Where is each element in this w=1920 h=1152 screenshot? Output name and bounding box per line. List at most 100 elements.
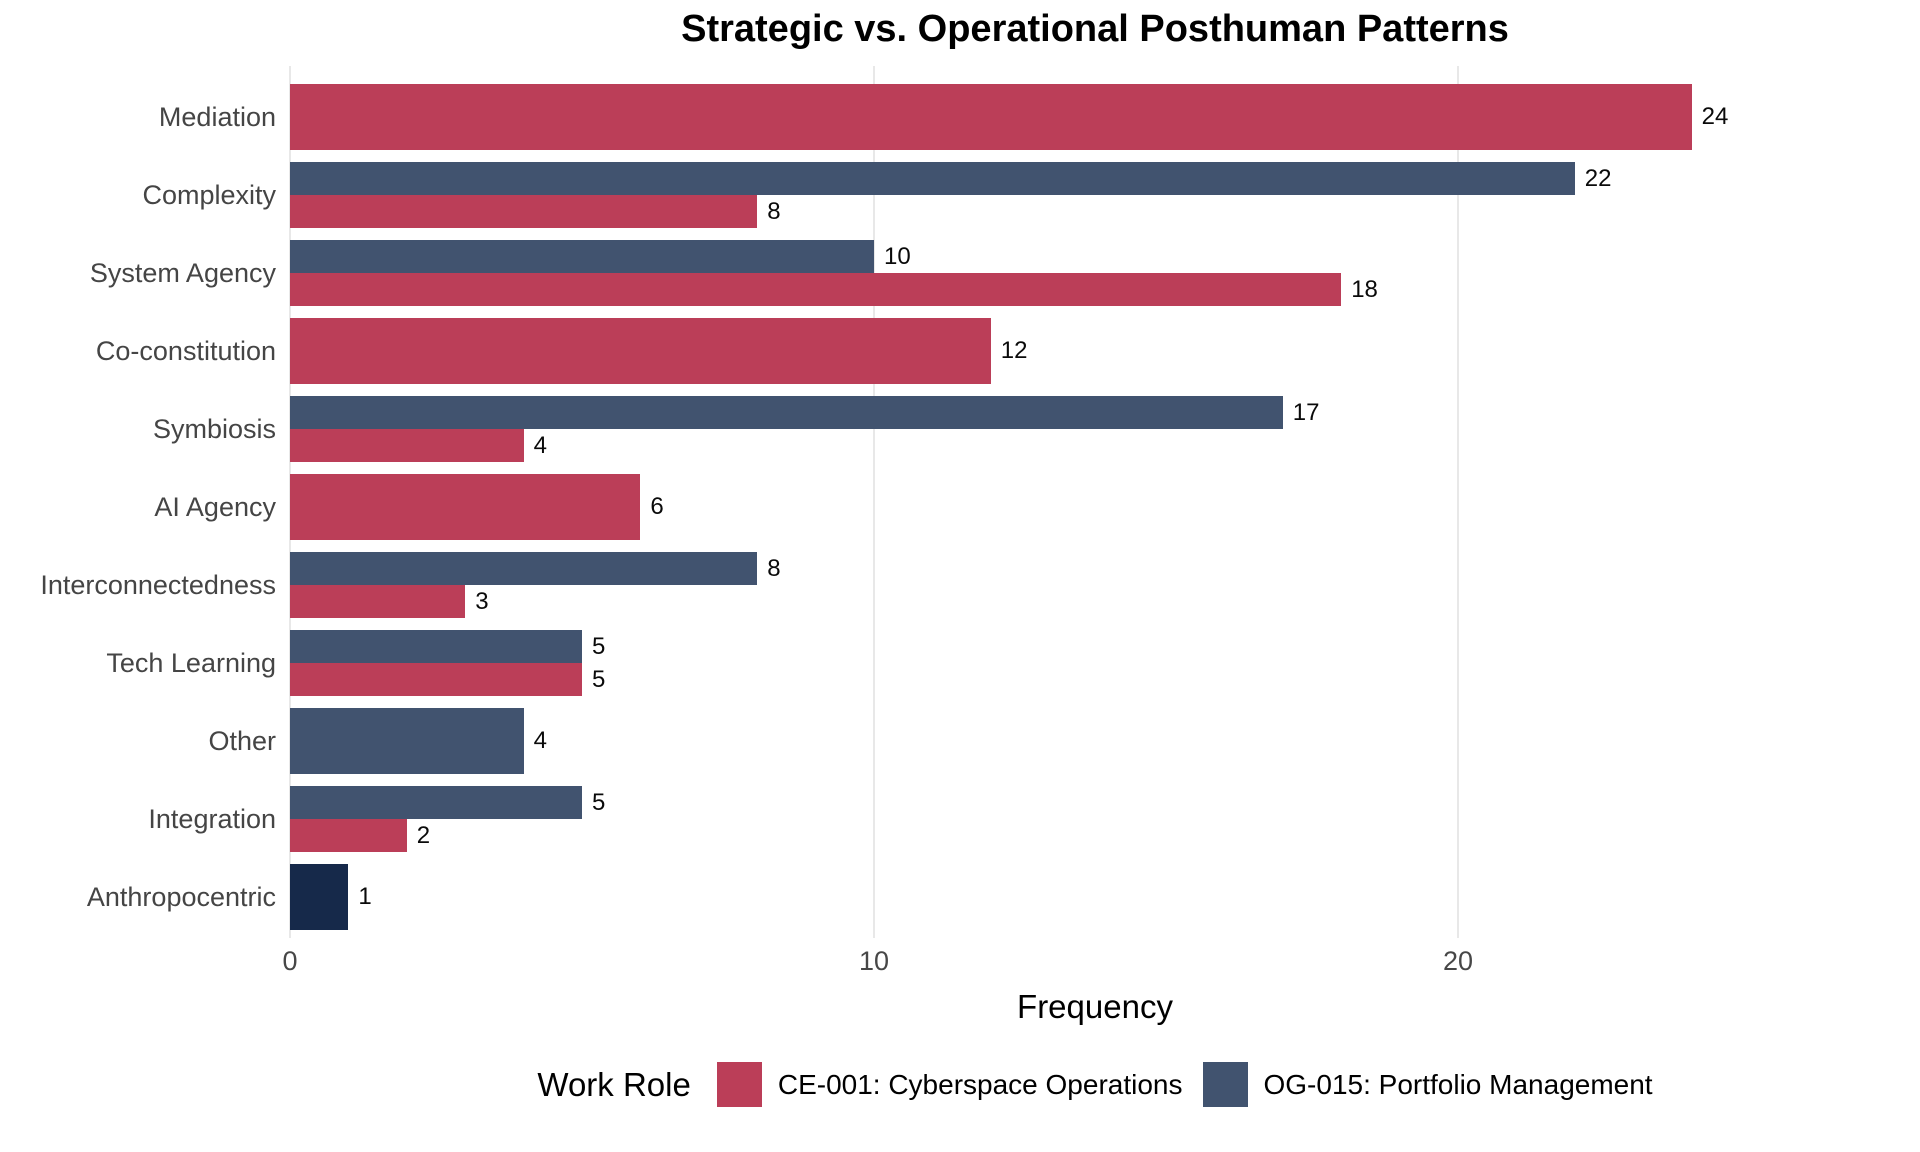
bar-group: 4 [290, 708, 1920, 774]
bar [290, 396, 1283, 429]
category-row: Other 4 [0, 702, 1920, 780]
value-label: 2 [416, 821, 431, 849]
bar [290, 318, 991, 384]
bar [290, 84, 1692, 150]
bar-group: 6 [290, 474, 1920, 540]
value-label: 12 [1000, 337, 1028, 364]
legend-swatch [1202, 1062, 1248, 1107]
gridline [1457, 66, 1459, 938]
value-label: 5 [592, 632, 606, 660]
bar [290, 429, 524, 462]
value-label: 24 [1701, 103, 1729, 130]
bar [290, 195, 758, 228]
bar-line: 17 [290, 396, 1920, 429]
category-label: System Agency [89, 257, 276, 288]
category-label: Co-constitution [95, 335, 276, 366]
bar-line: 24 [290, 84, 1920, 150]
x-axis-title: Frequency [1017, 988, 1173, 1025]
category-label: Interconnectedness [40, 569, 276, 600]
x-tick-label: 10 [858, 946, 890, 976]
bar-line: 12 [290, 318, 1920, 384]
bar [290, 786, 582, 819]
bar-line: 1 [290, 864, 1920, 930]
value-label: 1 [358, 883, 372, 910]
gridline [873, 66, 875, 938]
bar-group: 1 [290, 864, 1920, 930]
plot-rows: Mediation 24 Complexity 22 8 System Agency 10 1… [0, 78, 1920, 936]
category-row: Integration 5 2 [0, 780, 1920, 858]
bar-line: 5 [290, 663, 1920, 696]
legend-label: CE-001: Cyberspace Operations [777, 1068, 1183, 1100]
value-label: 5 [592, 788, 606, 816]
category-label: Mediation [158, 101, 276, 132]
bar [290, 630, 582, 663]
bar [290, 864, 349, 930]
bar-group: 17 4 [290, 396, 1920, 462]
category-label: Other [208, 725, 276, 756]
bar-line: 10 [290, 240, 1920, 273]
bar-line: 5 [290, 630, 1920, 663]
bar [290, 273, 1342, 306]
category-row: Anthropocentric 1 [0, 858, 1920, 936]
legend-title: Work Role [537, 1065, 691, 1103]
bar-group: 12 [290, 318, 1920, 384]
value-label: 10 [884, 242, 911, 270]
value-label: 18 [1351, 275, 1378, 303]
chart-title: Strategic vs. Operational Posthuman Patt… [681, 8, 1509, 50]
value-label: 3 [475, 587, 489, 615]
bar [290, 663, 582, 696]
bar [290, 585, 466, 618]
category-label: Anthropocentric [86, 881, 276, 912]
legend-label: OG-015: Portfolio Management [1263, 1068, 1653, 1100]
value-label: 4 [533, 727, 547, 754]
bar-line: 18 [290, 273, 1920, 306]
category-label: Symbiosis [152, 413, 276, 444]
bar-line: 6 [290, 474, 1920, 540]
category-label: Complexity [142, 179, 276, 210]
bar [290, 819, 407, 852]
category-label: Integration [148, 803, 276, 834]
category-label: AI Agency [154, 491, 276, 522]
category-row: System Agency 10 18 [0, 234, 1920, 312]
value-label: 8 [767, 554, 781, 582]
legend-entry: OG-015: Portfolio Management [1202, 1062, 1653, 1107]
bar-line: 2 [290, 819, 1920, 852]
bar [290, 162, 1575, 195]
bar-line: 8 [290, 195, 1920, 228]
bar-line: 4 [290, 429, 1920, 462]
legend: Work Role CE-001: Cyberspace Operations O… [290, 1062, 1900, 1107]
bar [290, 474, 641, 540]
bar-line: 4 [290, 708, 1920, 774]
bar-group: 22 8 [290, 162, 1920, 228]
category-label: Tech Learning [106, 647, 276, 678]
value-label: 8 [767, 197, 781, 225]
value-label: 5 [592, 665, 606, 693]
category-row: Tech Learning 5 5 [0, 624, 1920, 702]
value-label: 4 [533, 431, 547, 459]
x-tick-label: 0 [282, 946, 298, 976]
value-label: 6 [650, 493, 664, 520]
category-row: Complexity 22 8 [0, 156, 1920, 234]
bar-line: 8 [290, 552, 1920, 585]
legend-entry: CE-001: Cyberspace Operations [716, 1062, 1183, 1107]
category-row: AI Agency 6 [0, 468, 1920, 546]
category-row: Co-constitution 12 [0, 312, 1920, 390]
bar-group: 10 18 [290, 240, 1920, 306]
bar-line: 5 [290, 786, 1920, 819]
category-row: Mediation 24 [0, 78, 1920, 156]
value-label: 17 [1292, 398, 1320, 426]
legend-swatch [716, 1062, 762, 1107]
x-tick-label: 20 [1442, 946, 1474, 976]
bar-group: 24 [290, 84, 1920, 150]
bar [290, 708, 524, 774]
value-label: 22 [1584, 164, 1612, 192]
bar [290, 240, 874, 273]
bar-line: 22 [290, 162, 1920, 195]
category-row: Symbiosis 17 4 [0, 390, 1920, 468]
category-row: Interconnectedness 8 3 [0, 546, 1920, 624]
bar [290, 552, 758, 585]
